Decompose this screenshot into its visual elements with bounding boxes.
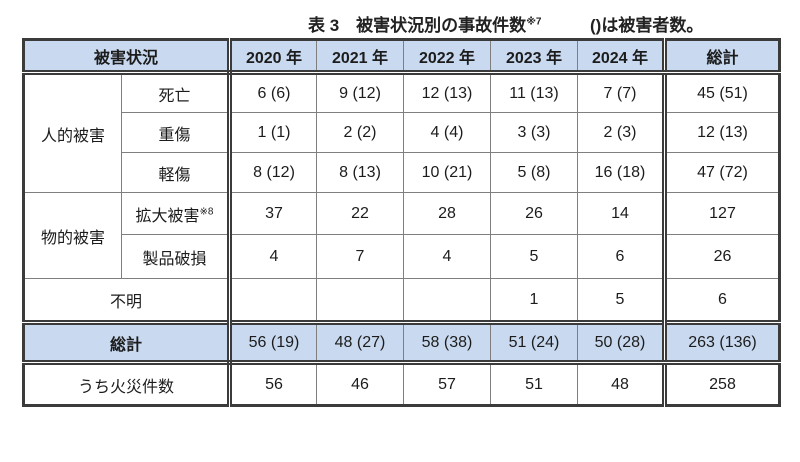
data-cell: 4 [229,234,317,279]
data-cell [229,278,317,323]
table-row-fire-count: うち火災件数 56 46 57 51 48 258 [23,362,780,406]
row-label-product-breakage: 製品破損 [121,234,232,279]
header-year-2024: 2024 年 [577,39,665,75]
table-row-grand-total: 総計 56 (19) 48 (27) 58 (38) 51 (24) 50 (2… [23,320,780,365]
title-footnote-marker: ※7 [526,16,542,28]
data-cell: 22 [316,192,404,235]
data-cell: 46 [316,362,404,406]
row-label-serious-injury: 重傷 [121,112,232,153]
data-cell: 5 [577,278,665,323]
data-cell: 16 (18) [577,152,665,193]
row-label-minor-injury: 軽傷 [121,152,232,193]
data-cell: 50 (28) [577,320,665,365]
data-cell: 12 (13) [403,72,491,113]
data-cell: 4 (4) [403,112,491,153]
data-cell: 1 (1) [229,112,317,153]
data-cell: 48 (27) [316,320,404,365]
data-cell: 56 (19) [229,320,317,365]
table-row-product-breakage: 製品破損 4 7 4 5 6 26 [24,234,780,279]
data-cell: 56 [229,362,317,406]
data-cell: 6 (6) [229,72,317,113]
header-row: 被害状況 2020 年 2021 年 2022 年 2023 年 2024 年 … [23,39,780,75]
header-year-2022: 2022 年 [403,39,491,75]
table-row-unknown: 不明 1 5 6 [23,278,780,323]
data-cell: 8 (13) [316,152,404,193]
data-cell: 11 (13) [490,72,578,113]
total-cell: 47 (72) [662,152,780,193]
data-cell: 48 [577,362,665,406]
row-label-grand-total: 総計 [23,320,232,365]
caption-note: ()は被害者数。 [590,16,704,35]
table-row-death: 人的被害 死亡 6 (6) 9 (12) 12 (13) 11 (13) 7 (… [23,72,780,193]
total-cell: 26 [662,234,780,279]
total-cell: 258 [662,362,780,406]
header-year-2020: 2020 年 [229,39,317,75]
table-caption: 表 3 被害状況別の事故件数※7 [308,11,541,36]
table-title: 表 3 被害状況別の事故件数 [308,16,527,35]
data-cell: 10 (21) [403,152,491,193]
group-label-property-damage: 物的被害 [23,192,122,279]
data-cell: 26 [490,192,578,235]
data-cell: 4 [403,234,491,279]
data-cell [403,278,491,323]
row-label-expanded-damage: 拡大被害※8 [121,192,232,235]
data-cell: 14 [577,192,665,235]
data-cell: 7 (7) [577,72,665,113]
row-label-text: 拡大被害 [135,207,200,225]
data-cell: 28 [403,192,491,235]
data-cell: 51 [490,362,578,406]
data-cell: 5 (8) [490,152,578,193]
header-year-2021: 2021 年 [316,39,404,75]
row-label-death: 死亡 [121,72,232,113]
total-cell: 6 [662,278,780,323]
data-cell: 58 (38) [403,320,491,365]
damage-status-table: 被害状況 2020 年 2021 年 2022 年 2023 年 2024 年 … [22,38,781,407]
data-cell: 2 (2) [316,112,404,153]
total-cell: 127 [662,192,780,235]
header-total: 総計 [662,39,780,75]
data-cell: 7 [316,234,404,279]
data-cell: 5 [490,234,578,279]
total-cell: 45 (51) [662,72,780,113]
data-cell [316,278,404,323]
data-cell: 9 (12) [316,72,404,113]
table-row-serious-injury: 重傷 1 (1) 2 (2) 4 (4) 3 (3) 2 (3) 12 (13) [24,112,780,153]
total-cell: 12 (13) [662,112,780,153]
data-cell: 8 (12) [229,152,317,193]
data-cell: 1 [490,278,578,323]
data-cell: 2 (3) [577,112,665,153]
table-row-expanded-damage: 物的被害 拡大被害※8 37 22 28 26 14 127 [23,192,780,279]
row-label-unknown: 不明 [23,278,232,323]
row-footnote-marker: ※8 [199,206,214,218]
data-cell: 3 (3) [490,112,578,153]
row-label-fire-count: うち火災件数 [23,362,232,406]
data-cell: 37 [229,192,317,235]
data-cell: 57 [403,362,491,406]
table-row-minor-injury: 軽傷 8 (12) 8 (13) 10 (21) 5 (8) 16 (18) 4… [24,152,780,193]
header-year-2023: 2023 年 [490,39,578,75]
data-cell: 6 [577,234,665,279]
group-label-human-damage: 人的被害 [23,72,122,193]
header-damage-status: 被害状況 [23,39,232,75]
total-cell: 263 (136) [662,320,780,365]
data-cell: 51 (24) [490,320,578,365]
